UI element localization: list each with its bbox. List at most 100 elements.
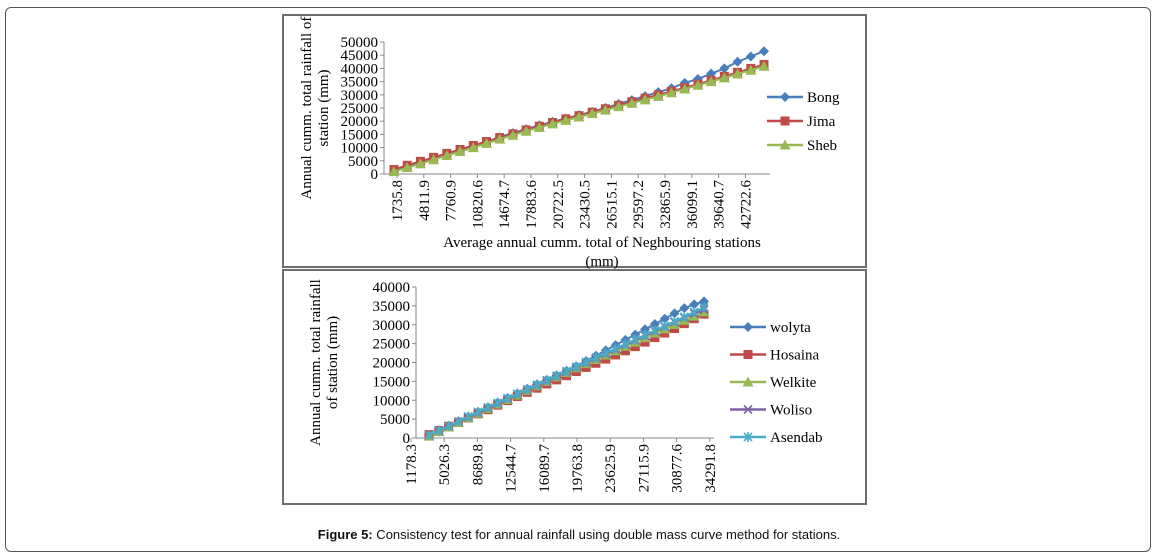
bottom-point-Asendab [640,329,650,340]
top-point-Sheb [454,146,466,157]
top-point-Sheb [639,94,651,105]
top-point-Sheb [586,108,598,119]
bottom-legend-label: wolyta [770,320,811,336]
bottom-point-Asendab [660,320,670,331]
caption-text: Consistency test for annual rainfall usi… [372,527,841,542]
bottom-x-tick-label: 27115.9 [636,444,652,492]
top-y-axis-title: station (mm) [316,69,332,146]
top-x-tick-label: 32865.9 [658,180,674,229]
top-point-Sheb [533,122,545,133]
caption-prefix: Figure 5: [317,527,373,542]
bottom-legend-marker-Asendab [743,432,753,442]
bottom-point-Asendab [630,334,640,345]
bottom-point-wolyta [649,318,660,329]
top-x-tick-label: 7760.9 [444,180,460,221]
top-legend-marker-Sheb [779,139,791,150]
bottom-point-Asendab [669,316,680,327]
bottom-point-Asendab [679,311,689,322]
top-x-axis-title: Average annual cumm. total of Neghbourin… [443,235,761,251]
bottom-x-tick-label: 8689.8 [470,444,486,485]
bottom-point-Asendab [581,357,591,368]
chart-panel-top: Annual cumm. total rainfall of station (m… [282,14,867,270]
bottom-point-Asendab [611,343,621,354]
top-point-Bong [732,56,743,67]
top-point-Bong [759,46,769,57]
top-x-tick-label: 14674.7 [497,180,513,229]
bottom-point-Asendab [493,397,503,408]
bottom-y-tick-label: 30000 [373,318,411,334]
bottom-point-Asendab [444,420,454,431]
top-point-Sheb [401,162,413,173]
bottom-x-tick-label: 30877.6 [670,444,686,493]
top-legend-marker-Jima [780,116,790,126]
bottom-y-axis-title: Annual cumm. total rainfall [308,279,324,446]
bottom-point-Asendab [512,388,522,399]
top-y-tick-label: 0 [371,167,379,183]
bottom-point-Asendab [561,366,572,377]
bottom-point-wolyta [689,299,700,310]
bottom-y-tick-label: 40000 [373,280,411,296]
bottom-point-Asendab [650,325,660,336]
top-point-Sheb [428,154,440,165]
top-legend-label: Bong [807,90,840,106]
top-legend-label: Sheb [807,138,837,154]
bottom-point-Hosaina [640,337,650,347]
bottom-y-tick-label: 15000 [373,374,411,390]
bottom-y-tick-label: 10000 [373,393,411,409]
bottom-point-Asendab [699,302,709,313]
top-point-Sheb [732,68,744,79]
top-series-Sheb [388,60,770,177]
bottom-legend-label: Woliso [770,403,812,419]
top-point-Sheb [666,87,677,98]
top-y-tick-label: 15000 [341,127,379,143]
top-point-Sheb [758,60,770,71]
top-legend-marker-Bong [780,92,790,102]
top-y-tick-label: 50000 [341,35,379,51]
top-point-Sheb [547,118,559,129]
top-point-Bong [719,63,730,74]
bottom-point-Asendab [552,370,562,381]
top-y-tick-label: 5000 [348,154,378,170]
top-y-tick-label: 40000 [341,61,379,77]
top-legend-label: Jima [807,114,836,130]
top-x-tick-label: 4811.9 [417,180,433,221]
bottom-point-Asendab [522,384,532,395]
bottom-x-tick-label: 16089.7 [537,444,553,493]
top-point-Sheb [441,150,453,161]
top-x-tick-label: 23430.5 [578,180,594,229]
top-point-Sheb [481,137,492,148]
bottom-x-tick-label: 12544.7 [504,444,520,493]
top-x-tick-label: 1735.8 [390,180,406,221]
top-point-Sheb [560,114,572,125]
bottom-x-tick-label: 23625.9 [603,444,619,493]
top-point-Sheb [679,83,691,94]
top-y-tick-label: 30000 [341,88,379,104]
top-point-Sheb [467,142,479,153]
top-x-tick-label: 29597.2 [631,180,647,229]
top-point-Sheb [705,76,717,87]
top-point-Bong [745,51,756,62]
top-point-Sheb [414,158,426,169]
bottom-point-Asendab [424,429,434,440]
bottom-y-tick-label: 5000 [380,412,410,428]
bottom-point-wolyta [659,313,670,324]
figure-caption: Figure 5: Consistency test for annual ra… [0,527,1158,542]
top-point-Sheb [626,97,638,108]
top-point-Sheb [745,64,757,75]
top-x-tick-label: 20722.5 [551,180,567,229]
top-point-Sheb [494,133,506,144]
top-x-tick-label: 42722.6 [738,180,754,229]
top-x-tick-label: 36099.1 [685,180,701,229]
top-point-Sheb [692,79,704,90]
bottom-y-tick-label: 0 [403,431,411,447]
top-x-axis-title: (mm) [585,254,618,270]
top-x-tick-label: 39640.7 [712,180,728,229]
top-y-tick-label: 20000 [341,114,379,130]
bottom-legend-label: Hosaina [770,348,819,364]
bottom-point-Asendab [601,348,611,359]
top-point-Sheb [652,90,664,101]
bottom-x-tick-label: 19763.8 [570,444,586,493]
top-x-tick-label: 26515.1 [604,180,620,229]
top-point-Sheb [388,166,400,177]
bottom-point-wolyta [699,296,709,307]
